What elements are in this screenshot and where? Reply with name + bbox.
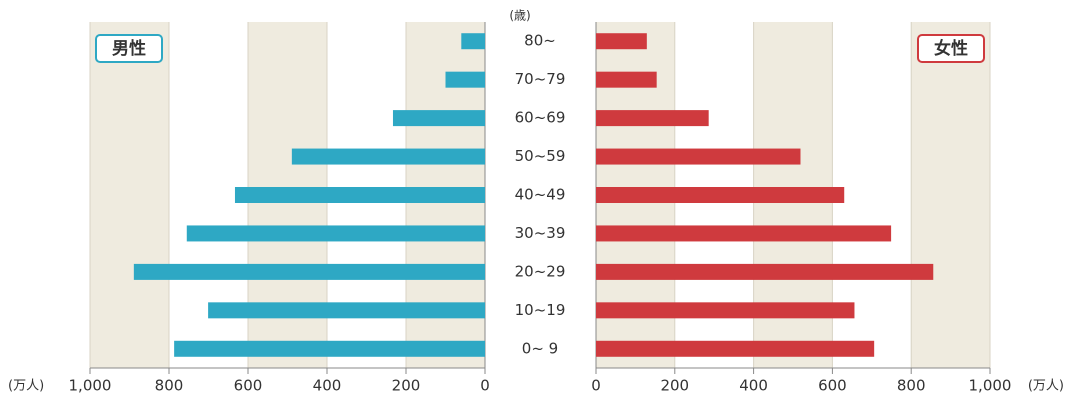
bar <box>392 110 485 127</box>
category-label: 0~ 9 <box>522 339 558 357</box>
bar <box>291 148 485 165</box>
x-tick-label: 0 <box>591 377 601 395</box>
legend-box <box>917 34 985 63</box>
bar <box>208 302 486 319</box>
bar <box>596 340 875 357</box>
category-label: 10~19 <box>515 301 566 319</box>
bar <box>445 71 485 88</box>
bar <box>133 263 485 280</box>
band <box>911 22 990 368</box>
category-label: 80~ <box>524 32 556 50</box>
legend-label: 女性 <box>934 38 968 59</box>
category-label: 20~29 <box>515 262 566 280</box>
category-label: 40~49 <box>515 186 566 204</box>
bar <box>186 225 485 242</box>
x-tick-label: 800 <box>897 377 926 395</box>
category-label: 50~59 <box>515 147 566 165</box>
bar <box>596 148 801 165</box>
category-label: 30~39 <box>515 224 566 242</box>
category-axis-label: (歳) <box>509 9 530 23</box>
x-tick-label: 600 <box>818 377 847 395</box>
x-unit-label: (万人) <box>1028 379 1064 394</box>
x-tick-label: 400 <box>739 377 768 395</box>
x-tick-label: 1,000 <box>69 377 112 395</box>
x-tick-label: 600 <box>234 377 263 395</box>
x-tick-label: 200 <box>392 377 421 395</box>
legend-label: 男性 <box>112 38 146 59</box>
bar <box>596 110 709 127</box>
bar <box>234 187 485 203</box>
band <box>90 22 169 368</box>
x-tick-label: 400 <box>313 377 342 395</box>
category-label: 70~79 <box>515 70 566 88</box>
bar <box>596 187 845 203</box>
x-unit-label: (万人) <box>8 379 44 394</box>
bar <box>174 340 485 357</box>
legend-box <box>95 34 163 63</box>
x-tick-label: 800 <box>155 377 184 395</box>
x-tick-label: 200 <box>660 377 689 395</box>
bar <box>461 33 485 50</box>
bar <box>596 33 647 50</box>
x-tick-label: 0 <box>480 377 490 395</box>
bar <box>596 225 892 242</box>
x-tick-label: 1,000 <box>969 377 1012 395</box>
bar <box>596 263 934 280</box>
bar <box>596 71 657 88</box>
category-label: 60~69 <box>515 109 566 127</box>
bar <box>596 302 855 319</box>
